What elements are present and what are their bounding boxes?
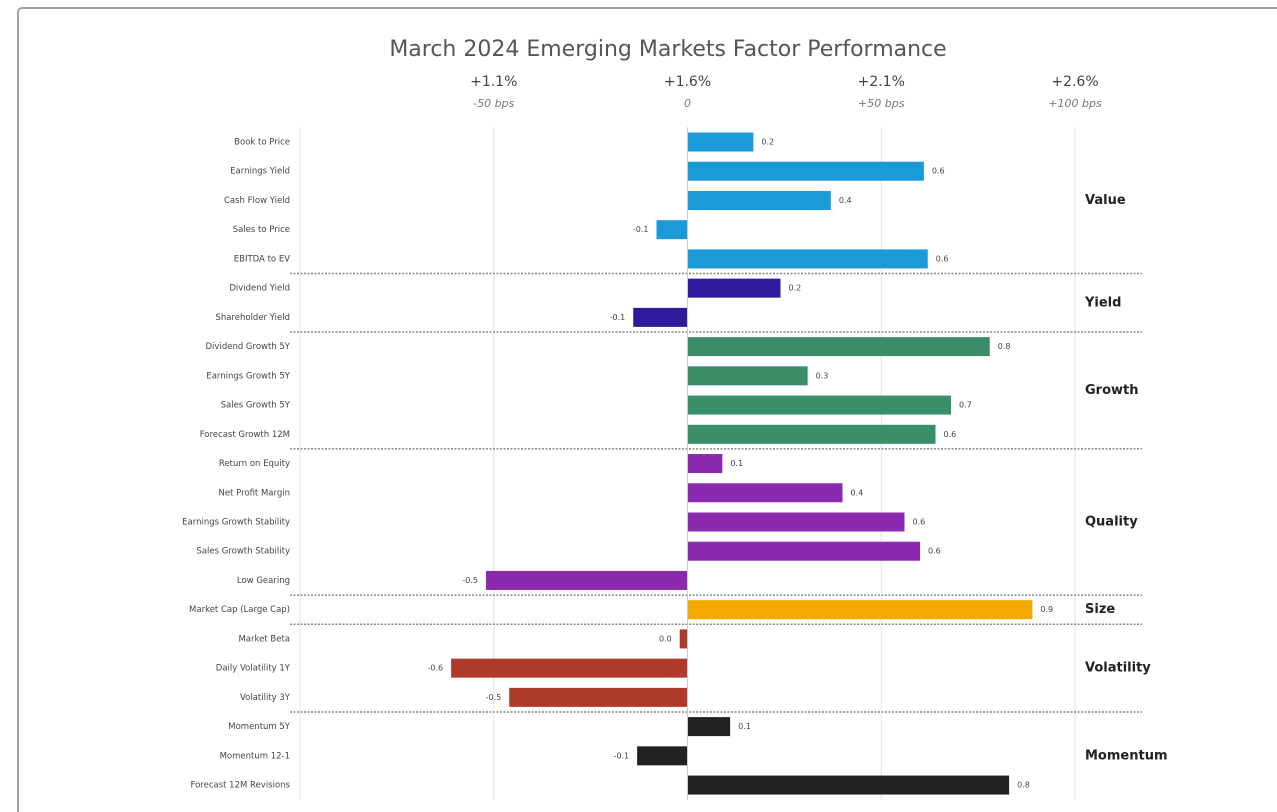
value-label: 0.1 (730, 459, 743, 468)
value-label: 0.3 (816, 371, 829, 380)
category-label: Market Cap (Large Cap) (189, 605, 290, 615)
value-label: 0.2 (789, 284, 802, 293)
category-label: Net Profit Margin (218, 488, 290, 498)
category-label: Sales Growth Stability (196, 547, 290, 557)
bar (687, 541, 920, 561)
bar (687, 395, 951, 415)
bar (687, 454, 723, 474)
category-label: Return on Equity (219, 459, 290, 469)
bar (687, 717, 731, 737)
bar (451, 658, 688, 678)
value-label: 0.7 (959, 401, 972, 410)
category-label: Shareholder Yield (215, 313, 290, 323)
category-label: Dividend Yield (229, 284, 290, 294)
value-label: 0.4 (839, 196, 852, 205)
category-label: Dividend Growth 5Y (206, 342, 291, 352)
x-tick-sublabel: +50 bps (858, 97, 905, 110)
group-label: Quality (1085, 514, 1138, 529)
value-label: 0.1 (738, 722, 751, 731)
value-label: -0.6 (428, 664, 444, 673)
value-label: 0.6 (932, 167, 945, 176)
chart-title: March 2024 Emerging Markets Factor Perfo… (389, 37, 946, 62)
category-label: Book to Price (234, 138, 290, 148)
bar (687, 278, 781, 298)
category-label: Earnings Yield (230, 167, 290, 177)
value-label: 0.6 (944, 430, 957, 439)
bar (687, 424, 936, 444)
bar (637, 746, 688, 766)
bar (687, 161, 924, 181)
x-tick-label: +2.6% (1051, 74, 1098, 90)
value-label: -0.1 (610, 313, 626, 322)
value-label: -0.5 (486, 693, 502, 702)
category-label: Forecast 12M Revisions (191, 781, 291, 791)
bar (687, 775, 1010, 795)
x-tick-sublabel: +100 bps (1048, 97, 1102, 110)
x-tick-sublabel: -50 bps (473, 97, 514, 110)
category-label: Momentum 5Y (228, 722, 291, 732)
group-label: Value (1085, 193, 1126, 208)
bar (486, 570, 688, 590)
bar (687, 366, 808, 386)
value-label: -0.1 (633, 225, 649, 234)
bar (509, 687, 688, 707)
category-label: Low Gearing (237, 576, 290, 586)
category-label: Cash Flow Yield (224, 196, 290, 206)
value-label: 0.2 (761, 138, 774, 147)
category-label: Sales Growth 5Y (221, 401, 291, 411)
value-label: 0.9 (1040, 605, 1053, 614)
group-label: Size (1085, 602, 1115, 617)
category-label: Volatility 3Y (240, 693, 291, 703)
x-tick-label: +1.6% (664, 74, 711, 90)
bar (687, 483, 843, 503)
x-tick-label: +1.1% (470, 74, 517, 90)
category-label: Market Beta (238, 634, 290, 644)
value-label: 0.4 (851, 488, 864, 497)
x-tick-sublabel: 0 (684, 97, 691, 110)
bar (633, 307, 688, 327)
group-label: Yield (1084, 295, 1121, 310)
value-label: 0.8 (998, 342, 1011, 351)
bar (656, 220, 688, 240)
category-label: Earnings Growth Stability (182, 517, 290, 527)
value-label: 0.6 (913, 517, 926, 526)
category-label: Daily Volatility 1Y (216, 664, 291, 674)
value-label: 0.0 (659, 634, 672, 643)
bar (687, 249, 928, 269)
category-label: Momentum 12-1 (220, 751, 290, 761)
bar (687, 190, 831, 210)
value-label: -0.1 (614, 751, 630, 760)
bar (687, 512, 905, 532)
category-label: Earnings Growth 5Y (206, 371, 290, 381)
x-tick-label: +2.1% (858, 74, 905, 90)
category-label: Forecast Growth 12M (200, 430, 290, 440)
bar (687, 600, 1033, 620)
bar (687, 132, 754, 152)
value-label: 0.8 (1017, 781, 1030, 790)
category-label: Sales to Price (233, 225, 290, 235)
group-label: Volatility (1085, 661, 1151, 676)
category-label: EBITDA to EV (234, 254, 290, 264)
value-label: -0.5 (462, 576, 478, 585)
bar (679, 629, 688, 649)
bar (687, 337, 990, 357)
value-label: 0.6 (936, 254, 949, 263)
group-label: Growth (1085, 383, 1139, 398)
value-label: 0.6 (928, 547, 941, 556)
group-label: Momentum (1085, 748, 1168, 763)
